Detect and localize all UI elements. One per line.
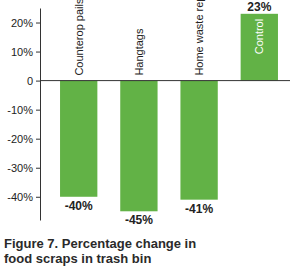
title-line: food scraps in trash bin — [4, 251, 151, 266]
y-axis: 20% 10% 0 -10% -20% -30% -40% — [7, 9, 40, 221]
y-tick-mark — [36, 168, 40, 169]
bar — [120, 81, 157, 212]
y-tick-label: 0 — [27, 75, 33, 87]
bar — [180, 81, 217, 200]
data-label: 23% — [247, 0, 271, 14]
labels: Counterop pails Hangtags Home waste report… — [65, 0, 272, 227]
y-tick: -30% — [7, 162, 40, 174]
bars — [60, 14, 278, 211]
y-tick-label: 10% — [11, 46, 33, 58]
title-line: Figure 7. Percentage change in — [4, 236, 196, 251]
category-label: Control — [253, 19, 265, 54]
chart: 20% 10% 0 -10% -20% -30% -40% Counterop pails Ha… — [0, 0, 300, 276]
data-label: -41% — [185, 202, 213, 216]
y-tick: -40% — [7, 191, 40, 203]
zero-line — [40, 80, 290, 81]
category-label: Hangtags — [133, 28, 145, 76]
bar — [60, 81, 97, 197]
category-label: Home waste reports — [193, 0, 205, 76]
y-tick-mark — [36, 81, 40, 82]
y-tick: -20% — [7, 133, 40, 145]
y-tick-mark — [36, 110, 40, 111]
y-tick: 0 — [27, 75, 40, 87]
y-tick-mark — [36, 23, 40, 24]
y-tick: -10% — [7, 104, 40, 116]
y-tick: 10% — [11, 46, 40, 58]
data-label: -40% — [65, 199, 93, 213]
y-tick: 20% — [11, 17, 40, 29]
y-tick-label: -20% — [7, 133, 33, 145]
y-tick-mark — [36, 52, 40, 53]
y-axis-line — [40, 9, 41, 221]
y-tick-label: -40% — [7, 191, 33, 203]
y-tick-mark — [36, 197, 40, 198]
y-tick-label: -10% — [7, 104, 33, 116]
y-tick-label: -30% — [7, 162, 33, 174]
title: Figure 7. Percentage change infood scrap… — [4, 236, 196, 266]
y-tick-label: 20% — [11, 17, 33, 29]
category-label: Counterop pails — [73, 0, 85, 76]
bar — [241, 14, 278, 81]
y-tick-mark — [36, 139, 40, 140]
data-label: -45% — [125, 213, 153, 227]
